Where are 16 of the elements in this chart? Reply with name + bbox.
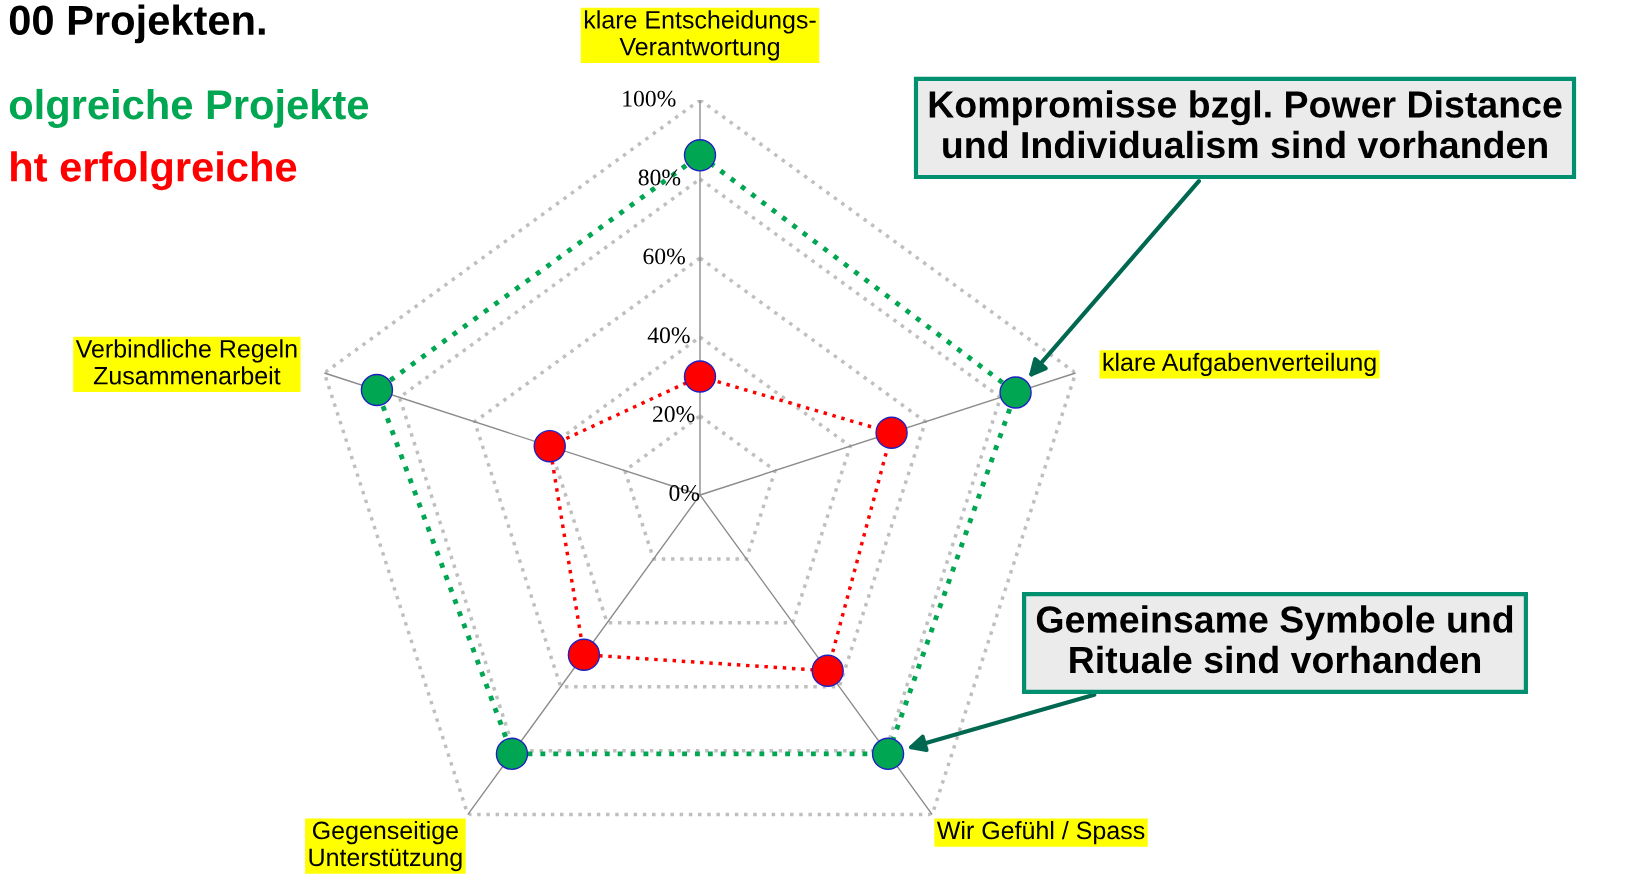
spoke-label: Verbindliche Regeln Zusammenarbeit	[75, 339, 297, 385]
spoke-label: Gegenseitige Unterstützung	[309, 820, 462, 872]
y-tick-label: 60%	[643, 248, 685, 265]
y-tick-label: 0%	[669, 484, 700, 501]
text: olgreiche Projekte	[9, 88, 369, 128]
spoke-label: klare Entscheidungs- Verantwortung	[584, 10, 816, 61]
y-tick-label: 20%	[653, 406, 695, 423]
text: Kompromisse bzgl. Power Distance und Individualism sind vorhanden	[929, 90, 1562, 159]
spoke-label: klare Aufgabenverteilung	[1103, 352, 1376, 377]
y-tick-label: 80%	[638, 169, 681, 186]
text: ht erfolgreiche	[11, 151, 297, 191]
chart-title: 00 Projekten.	[9, 4, 265, 44]
text: Gemeinsame Symbole und Rituale sind vorhanden	[1036, 605, 1513, 674]
y-tick-label: 100%	[623, 90, 676, 107]
spoke-label: Wir Gefühl / Spass	[936, 820, 1145, 845]
y-tick-label: 40%	[647, 327, 690, 344]
